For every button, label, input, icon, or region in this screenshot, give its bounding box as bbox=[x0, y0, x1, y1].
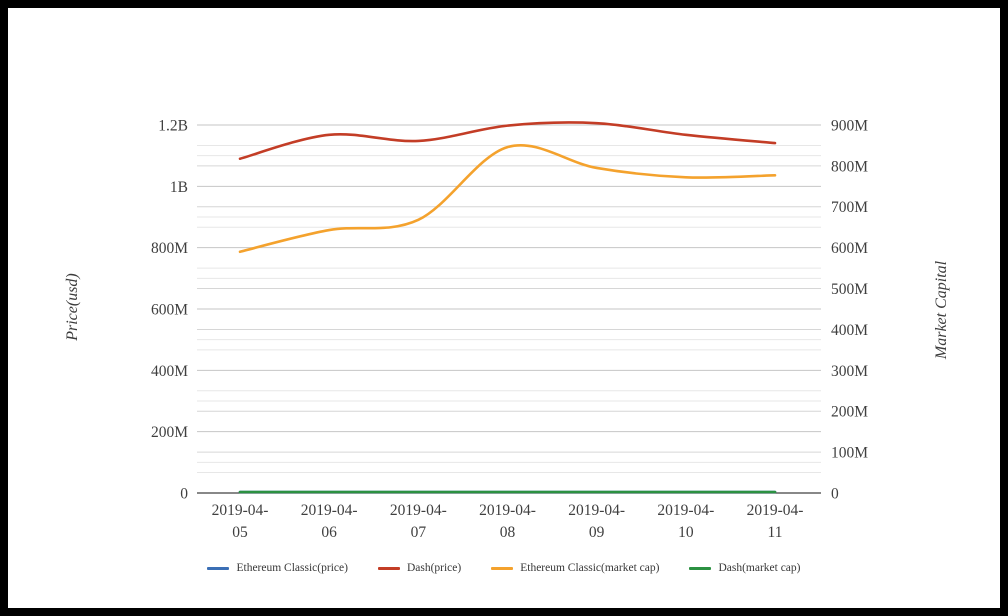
x-tick-label: 2019-04-07 bbox=[390, 502, 447, 541]
x-tick-label: 2019-04-06 bbox=[301, 502, 358, 541]
series-line-dash-price- bbox=[238, 121, 777, 161]
legend-item-dash-price-[interactable]: Dash(price) bbox=[377, 562, 462, 574]
legend-item-dash-market-cap-[interactable]: Dash(market cap) bbox=[689, 562, 801, 574]
x-tick-label: 2019-04-08 bbox=[479, 502, 536, 541]
left-y-tick-label: 200M bbox=[151, 424, 188, 441]
legend-item-ethereum-classic-price-[interactable]: Ethereum Classic(price) bbox=[207, 562, 348, 574]
x-tick-label: 2019-04-10 bbox=[657, 502, 714, 541]
right-y-tick-label: 300M bbox=[831, 363, 868, 380]
legend-item-label: Dash(price) bbox=[406, 562, 462, 574]
right-y-tick-label: 700M bbox=[831, 199, 868, 216]
chart-legend: Ethereum Classic(price) Dash(price) Ethere… bbox=[8, 562, 1000, 574]
legend-swatch-icon bbox=[491, 566, 514, 570]
right-y-tick-label: 800M bbox=[831, 158, 868, 175]
legend-swatch-icon bbox=[377, 566, 400, 570]
tick-labels: 0 200M 400M 600M 800M 1B 1.2B 0 100M 200M 300M 400M… bbox=[151, 117, 868, 541]
right-y-tick-label: 400M bbox=[831, 322, 868, 339]
price-marketcap-line-chart: 0 200M 400M 600M 800M 1B 1.2B 0 100M 200M 300M 400M… bbox=[151, 117, 868, 541]
x-tick-label: 2019-04-09 bbox=[568, 502, 625, 541]
legend-swatch-icon bbox=[207, 566, 230, 570]
left-y-tick-label: 0 bbox=[180, 485, 188, 502]
x-tick-label: 2019-04-05 bbox=[212, 502, 269, 541]
legend-item-label: Ethereum Classic(price) bbox=[236, 562, 348, 574]
right-y-tick-label: 0 bbox=[831, 485, 839, 502]
left-y-tick-label: 600M bbox=[151, 301, 188, 318]
legend-item-ethereum-classic-market-cap-[interactable]: Ethereum Classic(market cap) bbox=[491, 562, 659, 574]
left-y-tick-label: 400M bbox=[151, 363, 188, 380]
legend-item-label: Ethereum Classic(market cap) bbox=[520, 562, 660, 574]
left-y-tick-label: 800M bbox=[151, 240, 188, 257]
legend-swatch-icon bbox=[689, 566, 712, 570]
series-line-ethereum-classic-market-cap- bbox=[238, 144, 777, 254]
x-tick-label: 2019-04-11 bbox=[747, 502, 804, 541]
chart-canvas: 0 200M 400M 600M 800M 1B 1.2B 0 100M 200M 300M 400M… bbox=[8, 8, 1000, 608]
right-y-tick-label: 600M bbox=[831, 240, 868, 257]
right-y-tick-label: 500M bbox=[831, 281, 868, 298]
left-axis-title: Price(usd) bbox=[64, 273, 81, 341]
right-y-tick-label: 900M bbox=[831, 117, 868, 134]
left-y-tick-label: 1B bbox=[170, 179, 188, 196]
right-y-tick-label: 200M bbox=[831, 404, 868, 421]
right-axis-title: Market Capital bbox=[933, 260, 950, 360]
gridlines bbox=[197, 124, 821, 474]
legend-item-label: Dash(market cap) bbox=[718, 562, 801, 574]
right-y-tick-label: 100M bbox=[831, 445, 868, 462]
left-y-tick-label: 1.2B bbox=[158, 117, 188, 134]
